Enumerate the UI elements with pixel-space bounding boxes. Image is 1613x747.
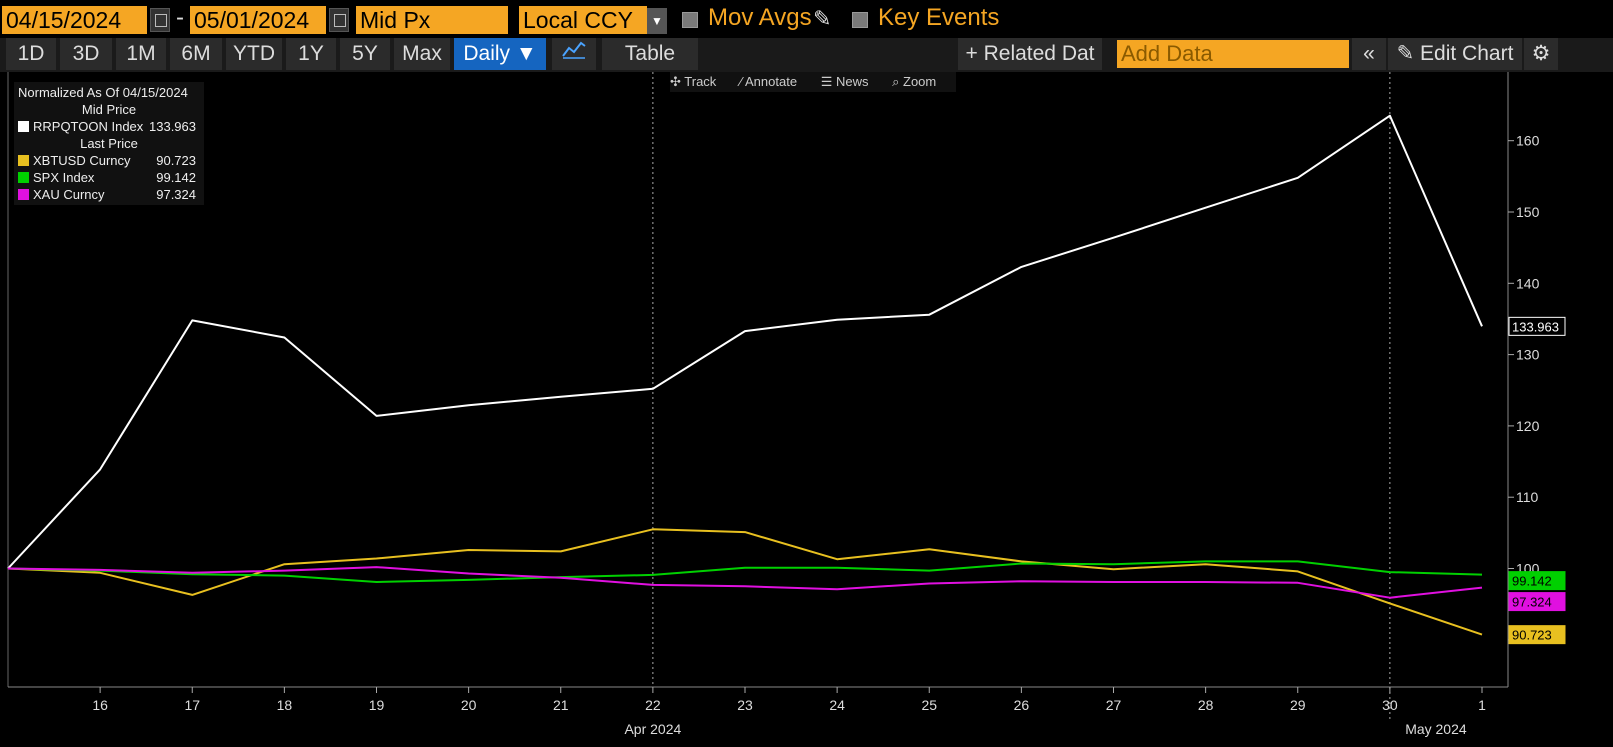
key-events-label: Key Events <box>878 4 1000 31</box>
chart-tools-bar: ✣ Track ⁄ Annotate ☰ News ⌕ Zoom <box>670 72 957 92</box>
legend-swatch <box>18 172 29 183</box>
x-tick-label: 20 <box>461 697 477 713</box>
pencil-icon: ✎ <box>1396 42 1421 65</box>
legend-swatch <box>18 155 29 166</box>
legend-item[interactable]: RRPQTOON Index 133.963 <box>18 118 200 135</box>
legend-item[interactable]: XBTUSD Curncy 90.723 <box>18 152 200 169</box>
series-line <box>7 114 1483 570</box>
range-1m-button[interactable]: 1M <box>116 38 166 70</box>
x-tick-label: 29 <box>1290 697 1306 713</box>
legend-item-name: RRPQTOON Index <box>33 119 144 134</box>
annotate-tool[interactable]: ⁄ Annotate <box>739 74 798 89</box>
legend-item-value: 99.142 <box>156 170 196 185</box>
edit-chart-label: Edit Chart <box>1420 42 1514 65</box>
mov-avgs-checkbox[interactable] <box>682 12 698 28</box>
table-button[interactable]: Table <box>602 38 698 70</box>
x-tick-label: 17 <box>184 697 200 713</box>
end-value-label: 133.963 <box>1512 319 1559 334</box>
legend-item-name: XAU Curncy <box>33 187 105 202</box>
currency-dropdown-icon[interactable]: ▼ <box>647 8 667 34</box>
end-value-label: 97.324 <box>1512 595 1552 610</box>
end-date-field[interactable]: 05/01/2024 <box>190 6 326 34</box>
x-tick-label: 28 <box>1198 697 1214 713</box>
end-calendar-icon[interactable] <box>329 8 349 32</box>
pencil-icon[interactable]: ✎ <box>813 6 832 31</box>
end-value-label: 99.142 <box>1512 574 1552 589</box>
range-6m-button[interactable]: 6M <box>170 38 222 70</box>
range-3d-button[interactable]: 3D <box>60 38 112 70</box>
top-toolbar: 04/15/2024 - 05/01/2024 Mid Px Local CCY… <box>0 0 1613 38</box>
chart-legend: Normalized As Of 04/15/2024 Mid Price RR… <box>14 82 204 205</box>
news-tool[interactable]: ☰ News <box>820 74 869 89</box>
y-tick-label: 150 <box>1516 204 1540 220</box>
range-5y-button[interactable]: 5Y <box>340 38 390 70</box>
legend-swatch <box>18 121 29 132</box>
field-select[interactable]: Mid Px <box>356 6 508 34</box>
range-ytd-button[interactable]: YTD <box>226 38 282 70</box>
end-value-label-box <box>1508 571 1566 591</box>
collapse-button[interactable]: « <box>1352 38 1386 70</box>
month-label: May 2024 <box>1405 721 1467 737</box>
end-value-label: 90.723 <box>1512 628 1552 643</box>
x-tick-label: 24 <box>829 697 845 713</box>
legend-item-value: 133.963 <box>149 119 196 134</box>
legend-mid-price-header: Mid Price <box>81 102 137 117</box>
range-1d-button[interactable]: 1D <box>6 38 56 70</box>
x-tick-label: 1 <box>1478 697 1486 713</box>
x-tick-label: 25 <box>921 697 937 713</box>
settings-gear-icon[interactable]: ⚙ <box>1524 38 1558 70</box>
x-tick-label: 22 <box>645 697 661 713</box>
edit-chart-button[interactable]: ✎ Edit Chart <box>1388 38 1522 70</box>
legend-item-name: SPX Index <box>33 170 95 185</box>
frequency-dropdown[interactable]: Daily ▼ <box>454 38 546 70</box>
start-calendar-icon[interactable] <box>150 8 170 32</box>
end-value-label-box <box>1508 625 1566 645</box>
legend-item[interactable]: XAU Curncy 97.324 <box>18 186 200 203</box>
x-tick-label: 18 <box>277 697 293 713</box>
add-data-input[interactable]: Add Data <box>1117 40 1349 68</box>
nav-toolbar: 1D 3D 1M 6M YTD 1Y 5Y Max Daily ▼ Table … <box>0 38 1613 72</box>
y-tick-label: 160 <box>1516 133 1540 149</box>
x-tick-label: 21 <box>553 697 569 713</box>
legend-item-value: 97.324 <box>156 187 196 202</box>
legend-swatch <box>18 189 29 200</box>
start-date-field[interactable]: 04/15/2024 <box>2 6 147 34</box>
series-line <box>7 560 1483 583</box>
range-1y-button[interactable]: 1Y <box>286 38 336 70</box>
mov-avgs-label: Mov Avgs <box>708 4 812 31</box>
track-tool[interactable]: ✣ Track <box>670 74 717 89</box>
y-tick-label: 130 <box>1516 347 1540 363</box>
y-tick-label: 140 <box>1516 275 1540 291</box>
zoom-tool[interactable]: ⌕ Zoom <box>892 74 937 89</box>
legend-last-price-header: Last Price <box>80 136 138 151</box>
x-tick-label: 23 <box>737 697 753 713</box>
key-events-checkbox[interactable] <box>852 12 868 28</box>
x-tick-label: 19 <box>369 697 385 713</box>
currency-select[interactable]: Local CCY <box>519 6 647 34</box>
y-tick-label: 110 <box>1516 489 1539 505</box>
x-tick-label: 27 <box>1106 697 1122 713</box>
x-tick-label: 26 <box>1014 697 1030 713</box>
legend-item-name: XBTUSD Curncy <box>33 153 131 168</box>
end-value-label-box <box>1508 592 1566 612</box>
legend-item-value: 90.723 <box>156 153 196 168</box>
range-max-button[interactable]: Max <box>394 38 450 70</box>
y-tick-label: 120 <box>1516 418 1540 434</box>
legend-normalized: Normalized As Of 04/15/2024 <box>18 85 188 100</box>
month-label: Apr 2024 <box>624 721 681 737</box>
x-tick-label: 16 <box>92 697 108 713</box>
x-tick-label: 30 <box>1382 697 1398 713</box>
related-data-button[interactable]: + Related Dat <box>958 38 1102 70</box>
series-line <box>7 566 1483 599</box>
line-chart-icon[interactable] <box>552 38 596 70</box>
date-separator: - <box>176 4 184 31</box>
legend-item[interactable]: SPX Index 99.142 <box>18 169 200 186</box>
end-value-label-box <box>1508 316 1566 336</box>
